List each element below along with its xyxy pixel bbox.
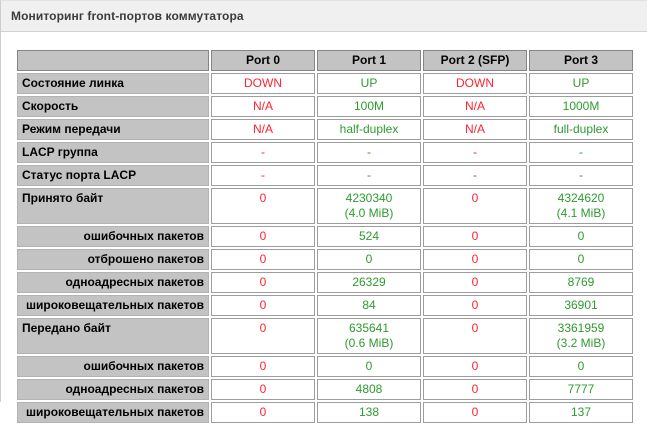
cell-tx-broadcast-port1: 138 <box>317 402 421 423</box>
header-port3: Port 3 <box>529 50 633 71</box>
row-tx-error-packets: ошибочных пакетов 0 0 0 0 <box>17 356 633 377</box>
cell-rx-error-port0: 0 <box>211 226 315 247</box>
cell-rx-unicast-port0: 0 <box>211 272 315 293</box>
cell-duplex-port1: half-duplex <box>317 119 421 140</box>
table-header-row: Port 0 Port 1 Port 2 (SFP) Port 3 <box>17 50 633 71</box>
cell-link-state-port2: DOWN <box>423 73 527 94</box>
cell-rx-unicast-port1: 26329 <box>317 272 421 293</box>
header-port0: Port 0 <box>211 50 315 71</box>
cell-tx-unicast-port0: 0 <box>211 379 315 400</box>
page-title: Мониторинг front-портов коммутатора <box>11 9 244 23</box>
cell-lacp-group-port1: - <box>317 142 421 163</box>
cell-tx-error-port2: 0 <box>423 356 527 377</box>
cell-tx-broadcast-port0: 0 <box>211 402 315 423</box>
row-lacp-status: Статус порта LACP - - - - <box>17 165 633 186</box>
cell-tx-bytes-port2: 0 <box>423 318 527 354</box>
cell-link-state-port0: DOWN <box>211 73 315 94</box>
cell-speed-port3: 1000M <box>529 96 633 117</box>
cell-rx-unicast-port2: 0 <box>423 272 527 293</box>
cell-duplex-port3: full-duplex <box>529 119 633 140</box>
row-rx-bytes: Принято байт 0 4230340 (4.0 MiB) 0 43246… <box>17 188 633 224</box>
cell-tx-error-port1: 0 <box>317 356 421 377</box>
row-tx-broadcast-packets: широковещательных пакетов 0 138 0 137 <box>17 402 633 423</box>
row-link-state: Состояние линка DOWN UP DOWN UP <box>17 73 633 94</box>
cell-rx-dropped-port3: 0 <box>529 249 633 270</box>
cell-rx-dropped-port1: 0 <box>317 249 421 270</box>
cell-speed-port2: N/A <box>423 96 527 117</box>
cell-rx-broadcast-port2: 0 <box>423 295 527 316</box>
row-tx-unicast-packets: одноадресных пакетов 0 4808 0 7777 <box>17 379 633 400</box>
cell-tx-unicast-port3: 7777 <box>529 379 633 400</box>
row-rx-broadcast-packets: широковещательных пакетов 0 84 0 36901 <box>17 295 633 316</box>
row-label-tx-bytes: Передано байт <box>17 318 209 354</box>
cell-link-state-port1: UP <box>317 73 421 94</box>
row-label-rx-dropped-packets: отброшено пакетов <box>17 249 209 270</box>
cell-lacp-status-port2: - <box>423 165 527 186</box>
row-label-tx-error-packets: ошибочных пакетов <box>17 356 209 377</box>
cell-rx-bytes-port1: 4230340 (4.0 MiB) <box>317 188 421 224</box>
cell-rx-error-port1: 524 <box>317 226 421 247</box>
row-tx-bytes: Передано байт 0 635641 (0.6 MiB) 0 33619… <box>17 318 633 354</box>
cell-rx-bytes-port2: 0 <box>423 188 527 224</box>
cell-tx-bytes-port3: 3361959 (3.2 MiB) <box>529 318 633 354</box>
cell-tx-unicast-port1: 4808 <box>317 379 421 400</box>
cell-rx-dropped-port2: 0 <box>423 249 527 270</box>
cell-rx-broadcast-port3: 36901 <box>529 295 633 316</box>
cell-tx-broadcast-port3: 137 <box>529 402 633 423</box>
row-label-tx-broadcast-packets: широковещательных пакетов <box>17 402 209 423</box>
row-label-rx-bytes: Принято байт <box>17 188 209 224</box>
header-port2: Port 2 (SFP) <box>423 50 527 71</box>
cell-rx-unicast-port3: 8769 <box>529 272 633 293</box>
cell-lacp-group-port2: - <box>423 142 527 163</box>
row-rx-error-packets: ошибочных пакетов 0 524 0 0 <box>17 226 633 247</box>
cell-rx-dropped-port0: 0 <box>211 249 315 270</box>
cell-rx-error-port2: 0 <box>423 226 527 247</box>
cell-speed-port0: N/A <box>211 96 315 117</box>
cell-tx-error-port0: 0 <box>211 356 315 377</box>
cell-lacp-status-port3: - <box>529 165 633 186</box>
row-label-rx-unicast-packets: одноадресных пакетов <box>17 272 209 293</box>
cell-rx-bytes-port3: 4324620 (4.1 MiB) <box>529 188 633 224</box>
cell-duplex-port0: N/A <box>211 119 315 140</box>
row-label-rx-error-packets: ошибочных пакетов <box>17 226 209 247</box>
row-label-tx-unicast-packets: одноадресных пакетов <box>17 379 209 400</box>
cell-tx-bytes-port0: 0 <box>211 318 315 354</box>
row-lacp-group: LACP группа - - - - <box>17 142 633 163</box>
panel-header: Мониторинг front-портов коммутатора <box>1 1 647 32</box>
cell-rx-error-port3: 0 <box>529 226 633 247</box>
row-label-lacp-status: Статус порта LACP <box>17 165 209 186</box>
cell-lacp-status-port1: - <box>317 165 421 186</box>
row-duplex-mode: Режим передачи N/A half-duplex N/A full-… <box>17 119 633 140</box>
row-rx-dropped-packets: отброшено пакетов 0 0 0 0 <box>17 249 633 270</box>
row-label-lacp-group: LACP группа <box>17 142 209 163</box>
cell-lacp-group-port3: - <box>529 142 633 163</box>
cell-tx-unicast-port2: 0 <box>423 379 527 400</box>
cell-rx-broadcast-port0: 0 <box>211 295 315 316</box>
port-stats-table: Port 0 Port 1 Port 2 (SFP) Port 3 Состоя… <box>15 48 635 425</box>
cell-tx-error-port3: 0 <box>529 356 633 377</box>
cell-link-state-port3: UP <box>529 73 633 94</box>
cell-rx-broadcast-port1: 84 <box>317 295 421 316</box>
cell-speed-port1: 100M <box>317 96 421 117</box>
row-label-rx-broadcast-packets: широковещательных пакетов <box>17 295 209 316</box>
row-speed: Скорость N/A 100M N/A 1000M <box>17 96 633 117</box>
row-label-link-state: Состояние линка <box>17 73 209 94</box>
cell-lacp-status-port0: - <box>211 165 315 186</box>
header-port1: Port 1 <box>317 50 421 71</box>
corner-header-cell <box>17 50 209 71</box>
row-label-speed: Скорость <box>17 96 209 117</box>
row-rx-unicast-packets: одноадресных пакетов 0 26329 0 8769 <box>17 272 633 293</box>
cell-tx-broadcast-port2: 0 <box>423 402 527 423</box>
cell-duplex-port2: N/A <box>423 119 527 140</box>
row-label-duplex-mode: Режим передачи <box>17 119 209 140</box>
cell-lacp-group-port0: - <box>211 142 315 163</box>
cell-rx-bytes-port0: 0 <box>211 188 315 224</box>
cell-tx-bytes-port1: 635641 (0.6 MiB) <box>317 318 421 354</box>
panel-content: Port 0 Port 1 Port 2 (SFP) Port 3 Состоя… <box>1 32 647 425</box>
